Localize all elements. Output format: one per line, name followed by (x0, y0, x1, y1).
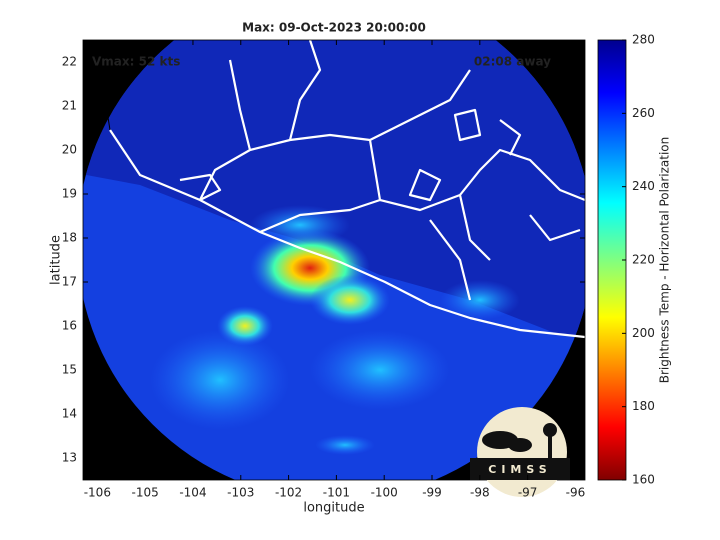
y-tick-label: 22 (62, 55, 77, 69)
y-tick-label: 15 (62, 363, 77, 377)
x-tick-label: -105 (132, 486, 159, 500)
y-axis-label: latitude (49, 235, 64, 285)
y-tick-label: 21 (62, 99, 77, 113)
x-tick-label: -96 (566, 486, 586, 500)
colorbar-label: Brightness Temp - Horizontal Polarizatio… (658, 137, 672, 384)
colorbar-tick-label: 160 (632, 473, 655, 487)
annotation: Vmax: 52 kts (92, 55, 180, 69)
x-axis-label: longitude (303, 501, 364, 516)
colorbar-tick-label: 280 (632, 33, 655, 47)
colorbar-tick-label: 220 (632, 253, 655, 267)
x-tick-label: -98 (470, 486, 490, 500)
y-tick-label: 13 (62, 451, 77, 465)
plot-frame (82, 39, 586, 481)
x-tick-label: -104 (179, 486, 206, 500)
colorbar-tick-label: 240 (632, 179, 655, 193)
colorbar-tick-label: 200 (632, 326, 655, 340)
cimss-logo: CIMSS (470, 407, 570, 497)
x-tick-label: -100 (371, 486, 398, 500)
x-tick-label: -103 (227, 486, 254, 500)
y-tick-label: 14 (62, 407, 77, 421)
y-tick-label: 19 (62, 187, 77, 201)
x-tick-label: -101 (323, 486, 350, 500)
chart-title: Max: 09-Oct-2023 20:00:00 (242, 21, 426, 35)
logo-text: CIMSS (488, 463, 551, 476)
x-tick-label: -106 (84, 486, 111, 500)
y-tick-label: 16 (62, 319, 77, 333)
map-imagery (83, 40, 585, 480)
y-tick-label: 20 (62, 143, 77, 157)
y-tick-label: 18 (62, 231, 77, 245)
annotation: 02:08 away (474, 55, 551, 69)
colorbar-tick-label: 180 (632, 399, 655, 413)
colorbar-tick-label: 260 (632, 106, 655, 120)
x-tick-label: -97 (518, 486, 538, 500)
x-tick-label: -99 (422, 486, 442, 500)
x-tick-label: -102 (275, 486, 302, 500)
colorbar (597, 39, 627, 481)
y-tick-label: 17 (62, 275, 77, 289)
